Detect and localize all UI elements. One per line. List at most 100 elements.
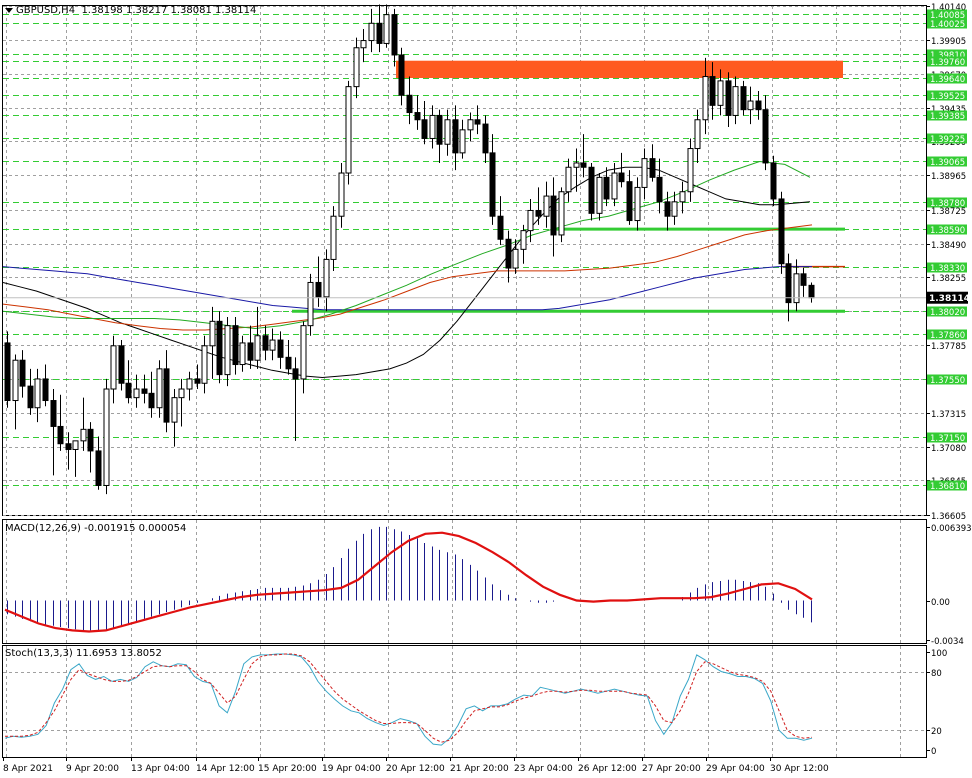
level-label-bg: [927, 18, 967, 29]
candle-body: [565, 166, 572, 193]
candle-body: [125, 382, 132, 399]
candle-body: [497, 215, 504, 240]
x-tick-label: 20 Apr 12:00: [386, 764, 445, 774]
candle-body: [338, 172, 345, 217]
level-label: 1.37860: [930, 331, 965, 341]
moving-average-1: [2, 266, 812, 311]
candle-body: [588, 166, 595, 214]
level-label-bg: [927, 224, 967, 235]
candle-body: [580, 162, 587, 168]
candle-body: [72, 440, 79, 450]
candle-body: [398, 54, 405, 96]
level-label-bg: [927, 9, 967, 20]
candle-body: [641, 158, 648, 188]
candle-body: [649, 158, 656, 178]
main-panel-frame: [2, 5, 927, 516]
candle-body: [300, 325, 307, 380]
candle-body: [800, 273, 807, 286]
candle-body: [285, 356, 292, 370]
candle-body: [732, 86, 739, 116]
x-tick-label: 15 Apr 20:00: [258, 764, 317, 774]
candle-body: [429, 114, 436, 139]
candle-body: [323, 258, 330, 298]
stoch-main-line: [4, 653, 813, 746]
candle-body: [12, 359, 19, 402]
level-label-bg: [927, 49, 967, 60]
candle-body: [679, 191, 686, 203]
level-label: 1.39065: [930, 158, 965, 168]
candle-body: [634, 186, 641, 222]
candle-body: [421, 119, 428, 139]
resistance-zone: [396, 60, 843, 78]
stoch-y-label: 20: [931, 727, 942, 737]
candle-body: [186, 378, 193, 390]
y-tick-label: 1.37080: [931, 444, 966, 454]
level-label-bg: [927, 374, 967, 385]
level-label: 1.39810: [930, 51, 965, 61]
candle-body: [474, 119, 481, 125]
candle-body: [201, 345, 208, 384]
candle-body: [664, 201, 671, 217]
level-label-bg: [927, 73, 967, 84]
candle-body: [527, 209, 534, 232]
x-tick-label: 9 Apr 20:00: [66, 764, 119, 774]
macd-y-label: 0.006393: [931, 524, 972, 534]
level-label: 1.37550: [930, 376, 965, 386]
candle-body: [194, 378, 201, 384]
x-tick-label: 14 Apr 12:00: [196, 764, 255, 774]
level-label: 1.38590: [930, 226, 965, 236]
candle-body: [558, 191, 565, 236]
stoch-panel-frame: [2, 645, 927, 758]
level-label: 1.36810: [930, 482, 965, 492]
candle-body: [436, 114, 443, 145]
moving-average-0: [2, 166, 811, 379]
macd-y-label: -0.0034: [931, 637, 964, 647]
candle-body: [232, 325, 239, 366]
candle-body: [459, 129, 466, 154]
candle-body: [535, 209, 542, 217]
y-tick-label: 1.39905: [931, 37, 966, 47]
level-label: 1.39640: [930, 75, 965, 85]
candle-body: [247, 342, 254, 361]
stoch-header: Stoch(13,3,3) 11.6953 13.8052: [5, 648, 162, 659]
level-label-bg: [927, 156, 967, 167]
candle-body: [315, 281, 322, 298]
candle-body: [626, 181, 633, 222]
symbol-label: GBPUSD,H4: [16, 5, 76, 16]
candle-body: [383, 14, 390, 44]
macd-header: MACD(12,26,9) -0.001915 0.000054: [5, 523, 187, 534]
candle-body: [80, 428, 87, 442]
candle-body: [520, 230, 527, 250]
candle-body: [778, 198, 785, 265]
y-tick-label: 1.40140: [931, 3, 966, 13]
candle-body: [148, 392, 155, 409]
level-label: 1.39385: [930, 112, 965, 122]
candle-body: [444, 119, 451, 145]
level-label-bg: [927, 133, 967, 144]
level-label-bg: [927, 432, 967, 443]
candle-body: [467, 119, 474, 131]
candle-body: [27, 385, 34, 409]
level-label-bg: [927, 110, 967, 121]
x-tick-label: 27 Apr 20:00: [642, 764, 701, 774]
candle-body: [573, 162, 580, 168]
level-label-bg: [927, 197, 967, 208]
candle-body: [550, 195, 557, 236]
candle-body: [262, 335, 269, 351]
candle-body: [87, 428, 94, 452]
candle-body: [717, 80, 724, 106]
candle-body: [414, 112, 421, 121]
candle-body: [4, 342, 11, 402]
candle-body: [762, 109, 769, 164]
candle-body: [671, 201, 678, 217]
level-label-bg: [927, 56, 967, 67]
candle-body: [618, 172, 625, 183]
candle-body: [770, 162, 777, 200]
candle-body: [178, 388, 185, 399]
stoch-signal-line: [5, 653, 813, 743]
candle-body: [603, 176, 610, 200]
candle-body: [611, 172, 618, 200]
candle-body: [505, 238, 512, 269]
level-label-bg: [927, 90, 967, 101]
